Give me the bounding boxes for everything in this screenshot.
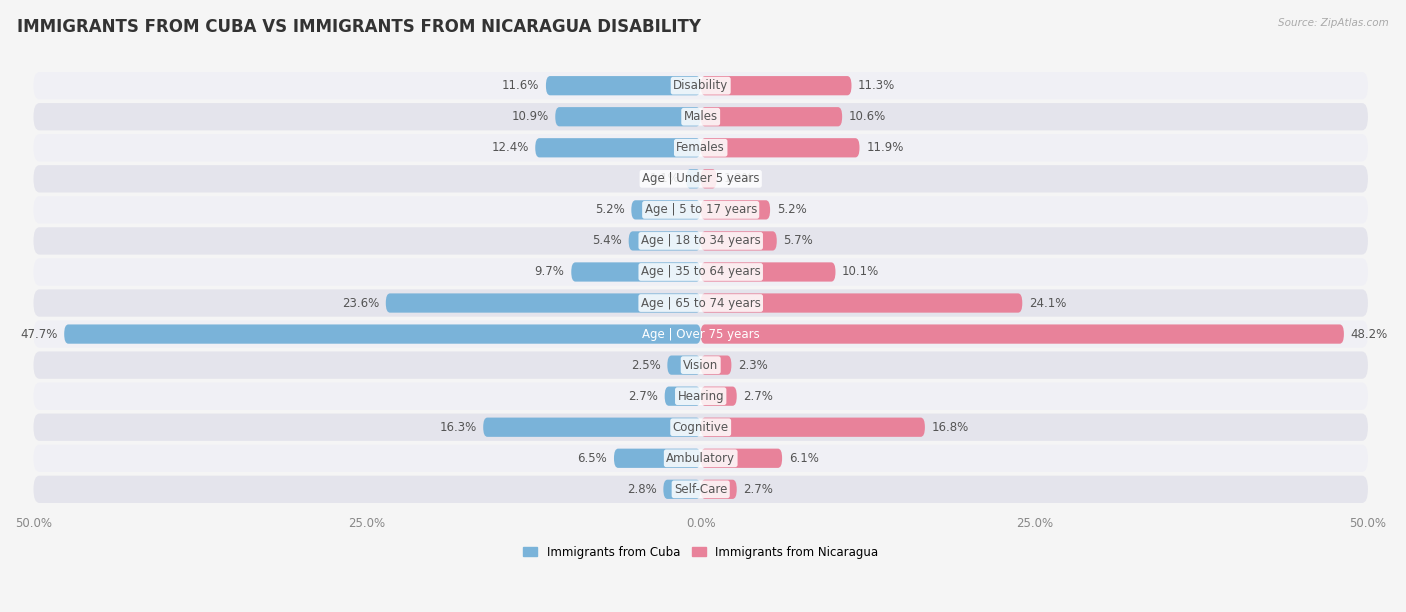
FancyBboxPatch shape bbox=[34, 351, 1368, 379]
Text: Age | 5 to 17 years: Age | 5 to 17 years bbox=[644, 203, 756, 217]
Text: 1.2%: 1.2% bbox=[724, 173, 754, 185]
Text: 2.8%: 2.8% bbox=[627, 483, 657, 496]
FancyBboxPatch shape bbox=[34, 321, 1368, 348]
Text: 11.9%: 11.9% bbox=[866, 141, 904, 154]
Text: 2.7%: 2.7% bbox=[744, 483, 773, 496]
Text: Females: Females bbox=[676, 141, 725, 154]
FancyBboxPatch shape bbox=[668, 356, 700, 375]
Text: 10.9%: 10.9% bbox=[512, 110, 548, 123]
FancyBboxPatch shape bbox=[700, 293, 1022, 313]
Text: Vision: Vision bbox=[683, 359, 718, 371]
FancyBboxPatch shape bbox=[34, 227, 1368, 255]
FancyBboxPatch shape bbox=[700, 324, 1344, 344]
FancyBboxPatch shape bbox=[700, 449, 782, 468]
Text: Age | Under 5 years: Age | Under 5 years bbox=[643, 173, 759, 185]
FancyBboxPatch shape bbox=[686, 169, 700, 188]
FancyBboxPatch shape bbox=[631, 200, 700, 220]
Text: Hearing: Hearing bbox=[678, 390, 724, 403]
FancyBboxPatch shape bbox=[536, 138, 700, 157]
FancyBboxPatch shape bbox=[665, 387, 700, 406]
Text: 5.7%: 5.7% bbox=[783, 234, 813, 247]
Text: 47.7%: 47.7% bbox=[20, 327, 58, 340]
FancyBboxPatch shape bbox=[34, 382, 1368, 410]
Legend: Immigrants from Cuba, Immigrants from Nicaragua: Immigrants from Cuba, Immigrants from Ni… bbox=[519, 541, 883, 563]
FancyBboxPatch shape bbox=[571, 263, 700, 282]
FancyBboxPatch shape bbox=[700, 356, 731, 375]
Text: 11.6%: 11.6% bbox=[502, 79, 540, 92]
FancyBboxPatch shape bbox=[700, 138, 859, 157]
FancyBboxPatch shape bbox=[700, 263, 835, 282]
FancyBboxPatch shape bbox=[700, 387, 737, 406]
Text: Age | 18 to 34 years: Age | 18 to 34 years bbox=[641, 234, 761, 247]
Text: Age | 65 to 74 years: Age | 65 to 74 years bbox=[641, 297, 761, 310]
Text: 6.1%: 6.1% bbox=[789, 452, 818, 465]
Text: 2.5%: 2.5% bbox=[631, 359, 661, 371]
Text: Age | Over 75 years: Age | Over 75 years bbox=[641, 327, 759, 340]
Text: Self-Care: Self-Care bbox=[673, 483, 727, 496]
Text: 5.2%: 5.2% bbox=[776, 203, 807, 217]
FancyBboxPatch shape bbox=[700, 169, 717, 188]
FancyBboxPatch shape bbox=[34, 444, 1368, 472]
FancyBboxPatch shape bbox=[700, 480, 737, 499]
FancyBboxPatch shape bbox=[546, 76, 700, 95]
Text: 16.3%: 16.3% bbox=[439, 420, 477, 434]
FancyBboxPatch shape bbox=[628, 231, 700, 250]
FancyBboxPatch shape bbox=[34, 414, 1368, 441]
Text: 10.1%: 10.1% bbox=[842, 266, 879, 278]
FancyBboxPatch shape bbox=[700, 76, 852, 95]
FancyBboxPatch shape bbox=[385, 293, 700, 313]
Text: 9.7%: 9.7% bbox=[534, 266, 565, 278]
Text: 2.3%: 2.3% bbox=[738, 359, 768, 371]
FancyBboxPatch shape bbox=[34, 134, 1368, 162]
Text: Source: ZipAtlas.com: Source: ZipAtlas.com bbox=[1278, 18, 1389, 28]
FancyBboxPatch shape bbox=[484, 417, 700, 437]
FancyBboxPatch shape bbox=[555, 107, 700, 126]
FancyBboxPatch shape bbox=[700, 200, 770, 220]
Text: 11.3%: 11.3% bbox=[858, 79, 896, 92]
FancyBboxPatch shape bbox=[614, 449, 700, 468]
FancyBboxPatch shape bbox=[34, 258, 1368, 286]
Text: Males: Males bbox=[683, 110, 718, 123]
Text: 48.2%: 48.2% bbox=[1351, 327, 1388, 340]
Text: 6.5%: 6.5% bbox=[578, 452, 607, 465]
FancyBboxPatch shape bbox=[700, 231, 776, 250]
FancyBboxPatch shape bbox=[700, 417, 925, 437]
Text: 23.6%: 23.6% bbox=[342, 297, 380, 310]
Text: 12.4%: 12.4% bbox=[491, 141, 529, 154]
FancyBboxPatch shape bbox=[34, 196, 1368, 223]
Text: Age | 35 to 64 years: Age | 35 to 64 years bbox=[641, 266, 761, 278]
Text: Ambulatory: Ambulatory bbox=[666, 452, 735, 465]
Text: 1.1%: 1.1% bbox=[650, 173, 679, 185]
Text: Cognitive: Cognitive bbox=[672, 420, 728, 434]
FancyBboxPatch shape bbox=[700, 107, 842, 126]
FancyBboxPatch shape bbox=[34, 289, 1368, 316]
FancyBboxPatch shape bbox=[34, 165, 1368, 193]
Text: 2.7%: 2.7% bbox=[744, 390, 773, 403]
Text: 5.2%: 5.2% bbox=[595, 203, 624, 217]
Text: 24.1%: 24.1% bbox=[1029, 297, 1066, 310]
FancyBboxPatch shape bbox=[34, 476, 1368, 503]
FancyBboxPatch shape bbox=[34, 72, 1368, 99]
FancyBboxPatch shape bbox=[34, 103, 1368, 130]
FancyBboxPatch shape bbox=[65, 324, 700, 344]
Text: 2.7%: 2.7% bbox=[628, 390, 658, 403]
Text: Disability: Disability bbox=[673, 79, 728, 92]
FancyBboxPatch shape bbox=[664, 480, 700, 499]
Text: 16.8%: 16.8% bbox=[932, 420, 969, 434]
Text: 5.4%: 5.4% bbox=[592, 234, 621, 247]
Text: IMMIGRANTS FROM CUBA VS IMMIGRANTS FROM NICARAGUA DISABILITY: IMMIGRANTS FROM CUBA VS IMMIGRANTS FROM … bbox=[17, 18, 700, 36]
Text: 10.6%: 10.6% bbox=[849, 110, 886, 123]
